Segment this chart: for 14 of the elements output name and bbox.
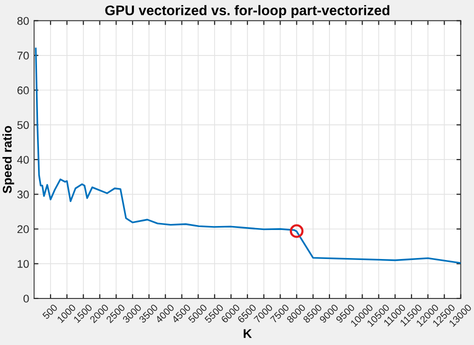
y-tick-label: 70	[17, 52, 29, 60]
y-tick-label: 80	[17, 16, 29, 25]
y-tick-label: 60	[17, 86, 29, 94]
y-tick-label: 0	[24, 294, 29, 303]
y-tick-label: 30	[17, 190, 29, 198]
y-tick-label: 40	[17, 156, 29, 164]
y-axis-title: Speed ratio	[2, 126, 14, 194]
y-tick-label: 10	[18, 260, 29, 268]
chart-title: GPU vectorized vs. for-loop part-vectorized	[105, 5, 390, 18]
y-tick-label: 20	[17, 225, 29, 234]
line-series	[34, 48, 461, 264]
y-tick-label: 50	[17, 121, 29, 129]
x-axis-title: K	[244, 329, 252, 338]
x-tick-label: 500	[42, 304, 58, 320]
